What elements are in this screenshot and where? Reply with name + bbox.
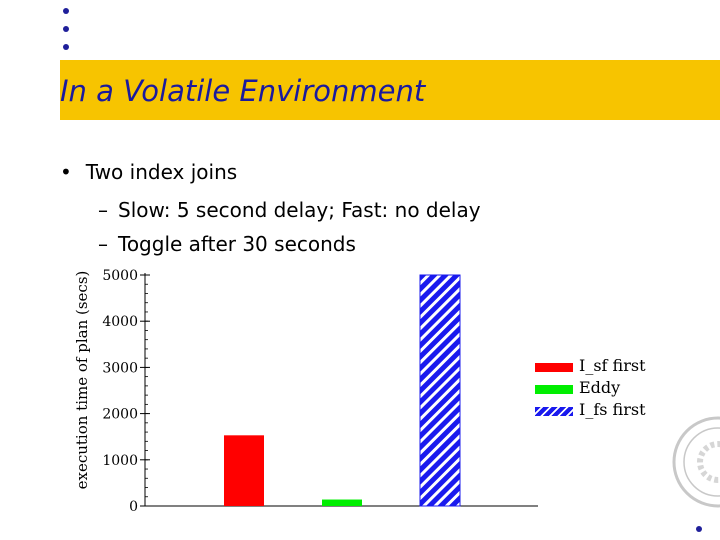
top-dot-2 <box>63 26 69 32</box>
bullet-item: • Two index joins <box>60 160 237 184</box>
bar-i-fs-first <box>419 274 461 507</box>
legend-swatch <box>535 363 573 372</box>
y-tick-label: 3000 <box>102 360 138 376</box>
legend-label: Eddy <box>579 378 621 397</box>
slide-title: In a Volatile Environment <box>60 74 426 108</box>
dash-icon: – <box>98 232 108 256</box>
y-tick-label: 1000 <box>102 453 138 469</box>
y-tick-label: 0 <box>129 499 138 515</box>
corner-dot <box>696 526 702 532</box>
bullet-dot-icon: • <box>60 160 72 184</box>
legend-label: I_sf first <box>579 356 646 375</box>
top-dot-1 <box>63 8 69 14</box>
university-seal-logo <box>670 412 720 518</box>
sub-bullet-text: Toggle after 30 seconds <box>118 232 356 256</box>
y-tick-label: 2000 <box>102 407 138 423</box>
bar-eddy <box>322 499 362 506</box>
y-tick-label: 5000 <box>102 268 138 284</box>
sub-bullet-text: Slow: 5 second delay; Fast: no delay <box>118 198 481 222</box>
dash-icon: – <box>98 198 108 222</box>
legend-swatch <box>535 407 573 416</box>
bullet-text: Two index joins <box>85 160 238 184</box>
title-band: In a Volatile Environment <box>60 60 720 120</box>
y-tick-label: 4000 <box>102 314 138 330</box>
sub-bullet-item: – Slow: 5 second delay; Fast: no delay <box>98 198 481 222</box>
bar-i-sf-first <box>224 435 264 506</box>
legend-swatch <box>535 385 573 394</box>
top-dot-3 <box>63 44 69 50</box>
sub-bullet-item: – Toggle after 30 seconds <box>98 232 356 256</box>
legend-label: I_fs first <box>579 400 646 419</box>
